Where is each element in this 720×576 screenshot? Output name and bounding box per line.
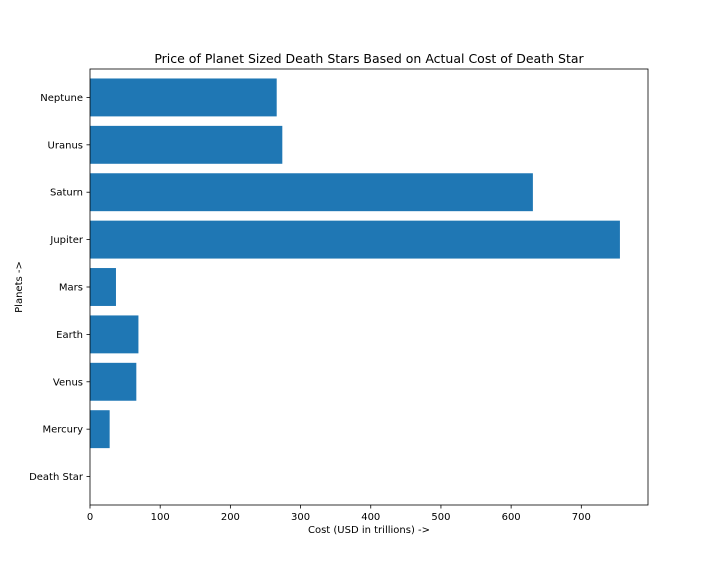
x-tick-label: 200	[221, 512, 240, 523]
bar-mars	[90, 268, 116, 306]
plot-frame	[89, 68, 649, 506]
x-tick-label: 600	[502, 512, 521, 523]
x-tick-label: 300	[291, 512, 310, 523]
y-tick-label: Venus	[53, 377, 83, 388]
bar-venus	[90, 362, 137, 401]
y-tick-label: Jupiter	[49, 235, 83, 246]
chart-title: Price of Planet Sized Death Stars Based …	[154, 51, 584, 66]
bar-jupiter	[90, 220, 620, 259]
x-tick-label: 500	[431, 512, 450, 523]
y-tick-label: Mars	[59, 283, 83, 294]
x-tick-label: 700	[572, 512, 591, 523]
bars-group	[90, 78, 620, 449]
bar-earth	[90, 315, 139, 354]
y-tick-label: Death Star	[29, 472, 84, 483]
y-tick-label: Neptune	[40, 93, 83, 104]
y-tick-label: Saturn	[50, 188, 83, 199]
bar-neptune	[90, 78, 277, 117]
bar-mercury	[90, 410, 110, 449]
x-axis-label: Cost (USD in trillions) ->	[308, 525, 430, 536]
x-axis-ticks: 0 100 200 300 400 500 600 700	[87, 505, 591, 523]
bar-uranus	[90, 125, 283, 164]
y-axis-label: Planets ->	[14, 261, 25, 313]
y-tick-label: Mercury	[42, 425, 83, 436]
bar-saturn	[90, 173, 533, 212]
x-tick-label: 400	[361, 512, 380, 523]
x-tick-label: 0	[87, 512, 93, 523]
x-tick-label: 100	[151, 512, 170, 523]
y-tick-label: Uranus	[48, 140, 83, 151]
y-tick-label: Earth	[56, 330, 83, 341]
y-axis-ticks: Death Star Mercury Venus Earth Mars Jupiter Sa…	[29, 93, 90, 483]
